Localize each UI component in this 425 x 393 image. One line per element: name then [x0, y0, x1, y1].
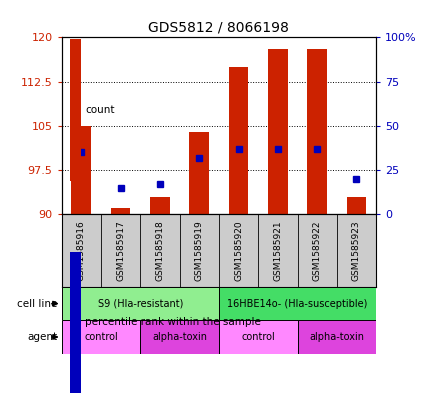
Bar: [219, 320, 298, 354]
Text: agent: agent: [27, 332, 57, 342]
Bar: [62, 320, 140, 354]
Text: GSM1585923: GSM1585923: [352, 220, 361, 281]
Text: cell line: cell line: [17, 299, 57, 309]
Bar: [70, 39, 81, 181]
Text: control: control: [241, 332, 275, 342]
Text: GSM1585919: GSM1585919: [195, 220, 204, 281]
Text: S9 (Hla-resistant): S9 (Hla-resistant): [98, 299, 183, 309]
Text: GSM1585916: GSM1585916: [77, 220, 86, 281]
Bar: [347, 196, 366, 214]
Bar: [140, 320, 219, 354]
Text: alpha-toxin: alpha-toxin: [152, 332, 207, 342]
Bar: [298, 320, 376, 354]
Bar: [268, 49, 288, 214]
Bar: [111, 208, 130, 214]
Bar: [70, 252, 81, 393]
Text: GSM1585920: GSM1585920: [234, 220, 243, 281]
Title: GDS5812 / 8066198: GDS5812 / 8066198: [148, 21, 289, 35]
Bar: [190, 132, 209, 214]
Text: 16HBE14o- (Hla-susceptible): 16HBE14o- (Hla-susceptible): [227, 299, 368, 309]
Bar: [150, 196, 170, 214]
Bar: [219, 287, 376, 320]
Text: GSM1585922: GSM1585922: [313, 220, 322, 281]
Text: percentile rank within the sample: percentile rank within the sample: [85, 317, 261, 327]
Text: GSM1585918: GSM1585918: [156, 220, 164, 281]
Bar: [229, 67, 248, 214]
Text: control: control: [84, 332, 118, 342]
Text: GSM1585921: GSM1585921: [273, 220, 282, 281]
Text: count: count: [85, 105, 114, 115]
Bar: [71, 126, 91, 214]
Bar: [62, 287, 219, 320]
Bar: [307, 49, 327, 214]
Text: GSM1585917: GSM1585917: [116, 220, 125, 281]
Text: alpha-toxin: alpha-toxin: [309, 332, 364, 342]
